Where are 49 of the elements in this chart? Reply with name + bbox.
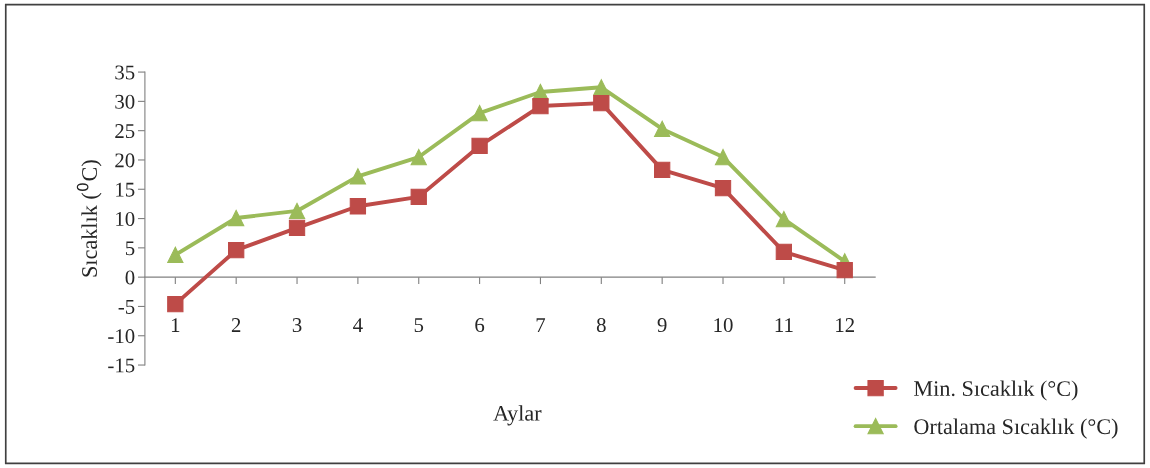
y-tick-label: 10 [116,211,135,226]
point [471,137,488,155]
point [288,219,306,237]
x-axis-title: Aylar [493,405,542,426]
legend-label: Min. Sıcaklık (°C) [914,380,1078,401]
point [410,188,427,206]
point [228,242,245,259]
point [593,94,610,112]
point [288,202,306,220]
point [654,161,671,179]
x-tick-label: 5 [414,318,424,333]
point [836,261,853,279]
x-tick-label: 12 [836,318,854,332]
y-tick-label: -15 [108,358,135,373]
point [410,148,427,166]
point [714,148,732,166]
point [349,198,367,215]
point [471,104,488,122]
x-tick-label: 11 [775,318,793,332]
y-tick-label: 25 [115,124,135,139]
y-tick-label: 5 [125,241,135,256]
x-tick-label: 4 [353,318,363,332]
point [349,168,367,185]
x-tick-label: 10 [714,318,733,333]
point [532,97,549,115]
point [714,179,732,197]
point [167,246,184,264]
y-tick-label: -10 [108,329,135,344]
x-tick-label: 1 [171,318,180,332]
point [228,209,245,227]
x-tick-label: 9 [657,318,667,333]
y-tick-label: 30 [115,94,135,109]
point [593,79,610,96]
point [775,243,793,261]
x-tick-label: 7 [536,318,546,332]
y-tick-label: 15 [116,182,135,197]
y-tick-label: -5 [118,300,135,314]
point [654,120,671,138]
x-tick-label: 6 [475,318,485,333]
x-tick-label: 2 [231,318,241,332]
x-tick-label: 8 [596,318,606,333]
x-tick-label: 3 [292,318,302,333]
point [167,295,184,313]
y-tick-label: 35 [115,65,135,80]
y-tick-label: 20 [115,153,135,168]
point [775,210,793,228]
legend-label: Ortalama Sıcaklık (°C) [914,418,1118,439]
y-tick-label: 0 [125,270,135,285]
y-axis-title: Sıcaklık ($^{0}$C) [76,160,102,277]
